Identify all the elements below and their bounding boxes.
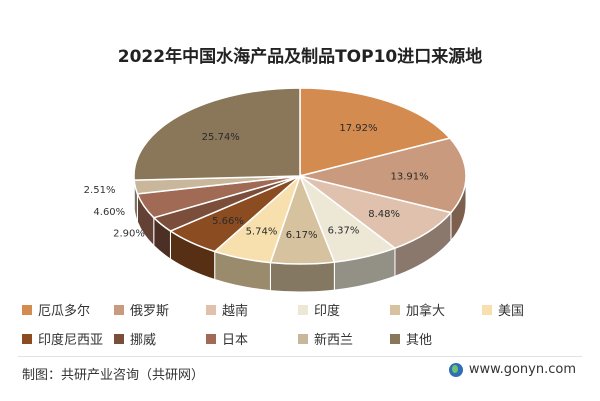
legend-swatch (206, 304, 216, 315)
pie-side-加拿大 (269, 261, 335, 293)
legend-item-越南: 越南 (206, 300, 298, 319)
legend-label: 新西兰 (314, 333, 354, 348)
pie-slice-厄瓜多尔 (299, 87, 452, 177)
legend-swatch (390, 333, 400, 344)
data-label-其他: 25.74% (202, 132, 240, 143)
globe-icon (448, 362, 463, 377)
legend-swatch (114, 304, 124, 315)
pie-slice-其他 (133, 87, 301, 181)
source-note: 制图：共研产业咨询（共研网） (22, 368, 205, 383)
legend-item-美国: 美国 (482, 300, 574, 319)
chart-title: 2022年中国水海产品及制品TOP10进口来源地 (117, 47, 483, 67)
legend-swatch (206, 333, 216, 344)
data-label-新西兰: 2.51% (84, 185, 116, 196)
legend-item-俄罗斯: 俄罗斯 (114, 300, 206, 319)
legend-item-日本: 日本 (206, 329, 298, 348)
data-label-印度: 6.37% (328, 225, 360, 236)
legend-item-挪威: 挪威 (114, 329, 206, 348)
legend-item-其他: 其他 (390, 329, 482, 348)
pie-slice-越南 (299, 175, 453, 250)
legend-swatch (482, 304, 492, 315)
legend: 厄瓜多尔 俄罗斯 越南 印度 加拿大 美国印度尼西亚 挪威 日本 新西兰 其他 (22, 300, 582, 348)
legend-item-印度: 印度 (298, 300, 390, 319)
pie-chart: 17.92% 13.91% 8.48% 6.37% 6.17% 5.74%5.66% 2.9… (84, 87, 467, 293)
legend-label: 加拿大 (406, 304, 446, 319)
data-label-挪威: 2.90% (113, 228, 145, 239)
legend-swatch (22, 333, 32, 344)
legend-swatch (22, 304, 32, 315)
data-label-厄瓜多尔: 17.92% (339, 123, 377, 134)
data-label-美国: 5.74% (246, 226, 278, 237)
data-label-俄罗斯: 13.91% (390, 172, 428, 183)
legend-label: 印度 (314, 304, 341, 319)
data-label-越南: 8.48% (368, 209, 400, 220)
legend-label: 越南 (222, 304, 249, 319)
legend-swatch (298, 333, 308, 344)
legend-item-加拿大: 加拿大 (390, 300, 482, 319)
legend-swatch (114, 333, 124, 344)
legend-item-印度尼西亚: 印度尼西亚 (22, 329, 114, 348)
legend-label: 俄罗斯 (130, 304, 170, 319)
legend-item-新西兰: 新西兰 (298, 329, 390, 348)
data-label-印度尼西亚: 5.66% (212, 216, 244, 227)
data-label-日本: 4.60% (93, 207, 125, 218)
legend-label: 印度尼西亚 (38, 333, 104, 348)
website-link[interactable]: www.gonyn.com (448, 362, 576, 377)
data-label-加拿大: 6.17% (286, 230, 318, 241)
legend-label: 日本 (222, 333, 249, 348)
legend-label: 厄瓜多尔 (38, 304, 91, 319)
footer-divider (18, 356, 582, 357)
pie-slice-俄罗斯 (299, 137, 467, 214)
legend-label: 挪威 (130, 333, 157, 348)
legend-item-厄瓜多尔: 厄瓜多尔 (22, 300, 114, 319)
website-text: www.gonyn.com (468, 362, 576, 377)
legend-swatch (390, 304, 400, 315)
legend-swatch (298, 304, 308, 315)
legend-label: 其他 (406, 333, 433, 348)
legend-label: 美国 (498, 304, 525, 319)
